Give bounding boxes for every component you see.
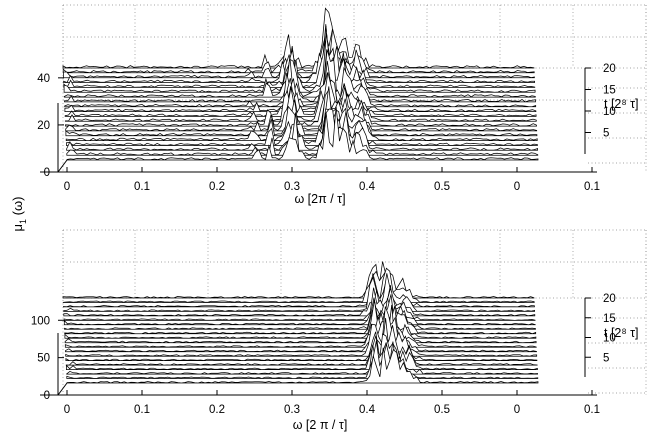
xlabel-bottom: ω [2 π / τ] xyxy=(293,418,348,432)
tlabel-top: t [2⁸ τ] xyxy=(604,97,639,111)
trace-2 xyxy=(66,341,538,375)
trace-2 xyxy=(66,108,538,151)
t-tick-label: 20 xyxy=(603,63,616,75)
trace-9 xyxy=(64,310,537,344)
grid-bottom xyxy=(62,229,647,395)
trace-15 xyxy=(63,273,536,317)
x-tick-label: 0.3 xyxy=(284,404,300,416)
trace-4 xyxy=(65,325,538,366)
trace-3 xyxy=(66,333,538,370)
t-tick-label: 5 xyxy=(603,352,609,364)
trace-17 xyxy=(63,24,535,79)
z-tick-label: 0 xyxy=(44,167,50,179)
x-tick-label: 0.1 xyxy=(584,181,600,193)
shared-ylabel: μ1 (ω) xyxy=(10,197,28,232)
trace-10 xyxy=(64,299,537,339)
t-tick-labels-bottom: 5 10 15 20 xyxy=(603,293,616,364)
t-tick-labels-top: 5 10 15 20 xyxy=(603,63,616,140)
x-tick-label: 0.2 xyxy=(209,181,225,193)
x-tick-labels-bottom: 0 0.1 0.2 0.3 0.4 0.5 0 0.1 xyxy=(64,404,600,416)
x-tick-label: 0 xyxy=(64,404,70,416)
z-tick-label: 50 xyxy=(37,353,50,365)
t-tick-label: 15 xyxy=(603,85,616,97)
trace-11 xyxy=(64,49,537,108)
x-tick-label: 0.3 xyxy=(284,181,300,193)
trace-17 xyxy=(63,267,535,308)
axes-bottom xyxy=(40,297,597,396)
trace-9 xyxy=(64,72,537,117)
x-tick-label: 0.5 xyxy=(434,404,450,416)
x-tick-label: 0.5 xyxy=(434,181,450,193)
z-tick-labels-top: 0 20 40 xyxy=(37,73,50,179)
trace-0 xyxy=(66,347,539,384)
trace-19 xyxy=(62,7,535,69)
trace-6 xyxy=(65,306,538,357)
trace-18 xyxy=(62,29,535,74)
t-tick-label: 15 xyxy=(603,313,616,325)
t-tick-label: 5 xyxy=(603,128,609,140)
x-tick-label: 0.1 xyxy=(584,404,600,416)
tlabel-bottom: t [2⁸ τ] xyxy=(604,326,639,340)
z-tick-label: 0 xyxy=(44,390,50,402)
x-tick-labels-top: 0 0.1 0.2 0.3 0.4 0.5 0 0.1 xyxy=(64,181,600,193)
trace-12 xyxy=(64,57,536,103)
waterfall-panel-top: 0 0.1 0.2 0.3 0.4 0.5 0 0.1 0 20 40 5 10 15 20 ω [2π… xyxy=(37,4,647,206)
x-tick-label: 0.4 xyxy=(359,404,376,416)
trace-7 xyxy=(65,316,537,353)
trace-4 xyxy=(65,89,538,142)
trace-5 xyxy=(65,318,538,361)
x-tick-label: 0.1 xyxy=(134,404,150,416)
t-tick-label: 20 xyxy=(603,293,616,305)
trace-12 xyxy=(64,297,536,330)
x-tick-label: 0 xyxy=(514,181,520,193)
trace-18 xyxy=(62,269,535,303)
trace-8 xyxy=(64,304,537,348)
waterfall-panel-bottom: 0 0.1 0.2 0.3 0.4 0.5 0 0.1 0 50 100 5 10 15 20 ω [2… xyxy=(31,229,647,432)
trace-5 xyxy=(65,98,538,137)
trace-1 xyxy=(66,340,539,379)
trace-1 xyxy=(66,108,539,156)
trace-8 xyxy=(64,79,537,122)
traces-top xyxy=(62,7,539,161)
trace-13 xyxy=(63,286,536,326)
x-tick-label: 0.1 xyxy=(134,181,150,193)
trace-13 xyxy=(63,45,536,98)
z-tick-labels-bottom: 0 50 100 xyxy=(31,315,50,402)
axes-top xyxy=(40,67,597,173)
z-tick-label: 20 xyxy=(37,120,50,132)
traces-bottom xyxy=(62,261,539,384)
trace-7 xyxy=(65,72,537,127)
trace-14 xyxy=(63,32,536,93)
x-tick-label: 0.2 xyxy=(209,404,225,416)
trace-16 xyxy=(63,25,535,83)
trace-0 xyxy=(66,106,539,161)
trace-11 xyxy=(64,294,537,335)
xlabel-top: ω [2π / τ] xyxy=(294,192,345,206)
t-tick-label: 10 xyxy=(603,106,616,118)
x-tick-label: 0 xyxy=(64,181,70,193)
t-tick-label: 10 xyxy=(603,333,616,345)
trace-16 xyxy=(63,276,535,312)
z-tick-label: 100 xyxy=(31,315,50,327)
trace-19 xyxy=(62,261,535,299)
x-tick-label: 0.4 xyxy=(359,181,376,193)
trace-14 xyxy=(63,285,536,321)
x-tick-label: 0 xyxy=(514,404,520,416)
z-tick-label: 40 xyxy=(37,73,50,85)
